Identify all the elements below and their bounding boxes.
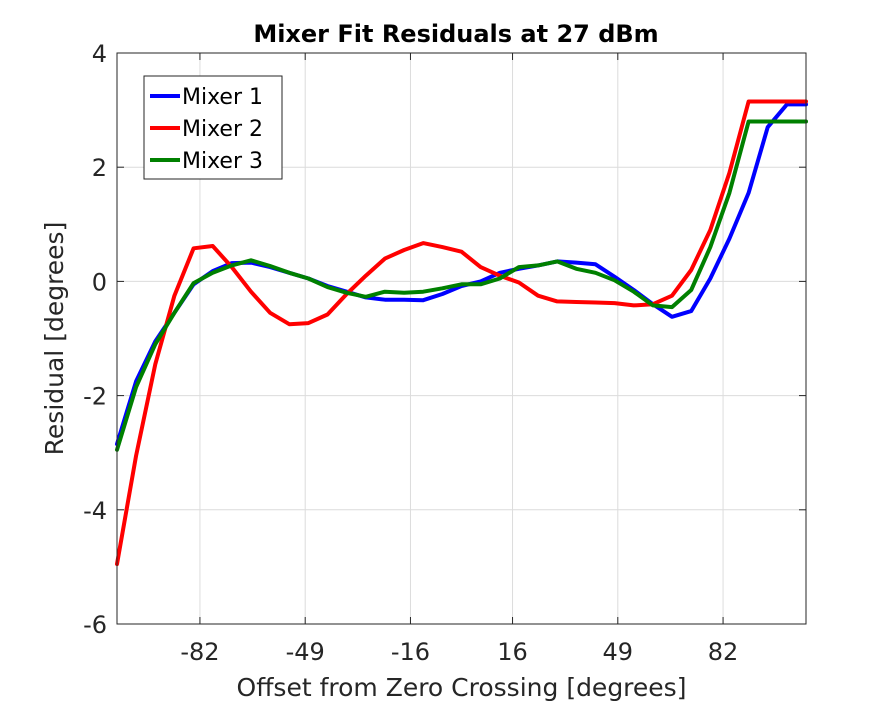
y-tick-label: -2 — [83, 383, 107, 411]
y-tick-label: 4 — [92, 40, 107, 68]
legend: Mixer 1 Mixer 2 Mixer 3 — [143, 75, 283, 180]
x-tick-label: -82 — [180, 638, 219, 666]
tick-layer: -6 -4 -2 0 2 4 -82 -49 -16 16 49 82 — [83, 40, 806, 666]
series-layer — [115, 99, 808, 566]
x-tick-label: 16 — [497, 638, 528, 666]
x-axis-label: Offset from Zero Crossing [degrees] — [237, 673, 687, 702]
legend-label-mixer-1: Mixer 1 — [182, 85, 263, 110]
y-tick-label: 2 — [92, 154, 107, 182]
series-line-mixer-3 — [115, 119, 808, 452]
x-tick-label: -16 — [391, 638, 430, 666]
chart-title: Mixer Fit Residuals at 27 dBm — [253, 20, 658, 48]
x-tick-label: 82 — [708, 638, 739, 666]
y-tick-label: 0 — [92, 268, 107, 296]
y-axis-label: Residual [degrees] — [40, 222, 69, 456]
legend-label-mixer-3: Mixer 3 — [182, 149, 263, 174]
y-tick-label: -4 — [83, 497, 107, 525]
legend-label-mixer-2: Mixer 2 — [182, 117, 263, 142]
y-tick-label: -6 — [83, 611, 107, 639]
plot-frame — [116, 52, 807, 625]
x-tick-label: 49 — [603, 638, 634, 666]
x-tick-label: -49 — [286, 638, 325, 666]
